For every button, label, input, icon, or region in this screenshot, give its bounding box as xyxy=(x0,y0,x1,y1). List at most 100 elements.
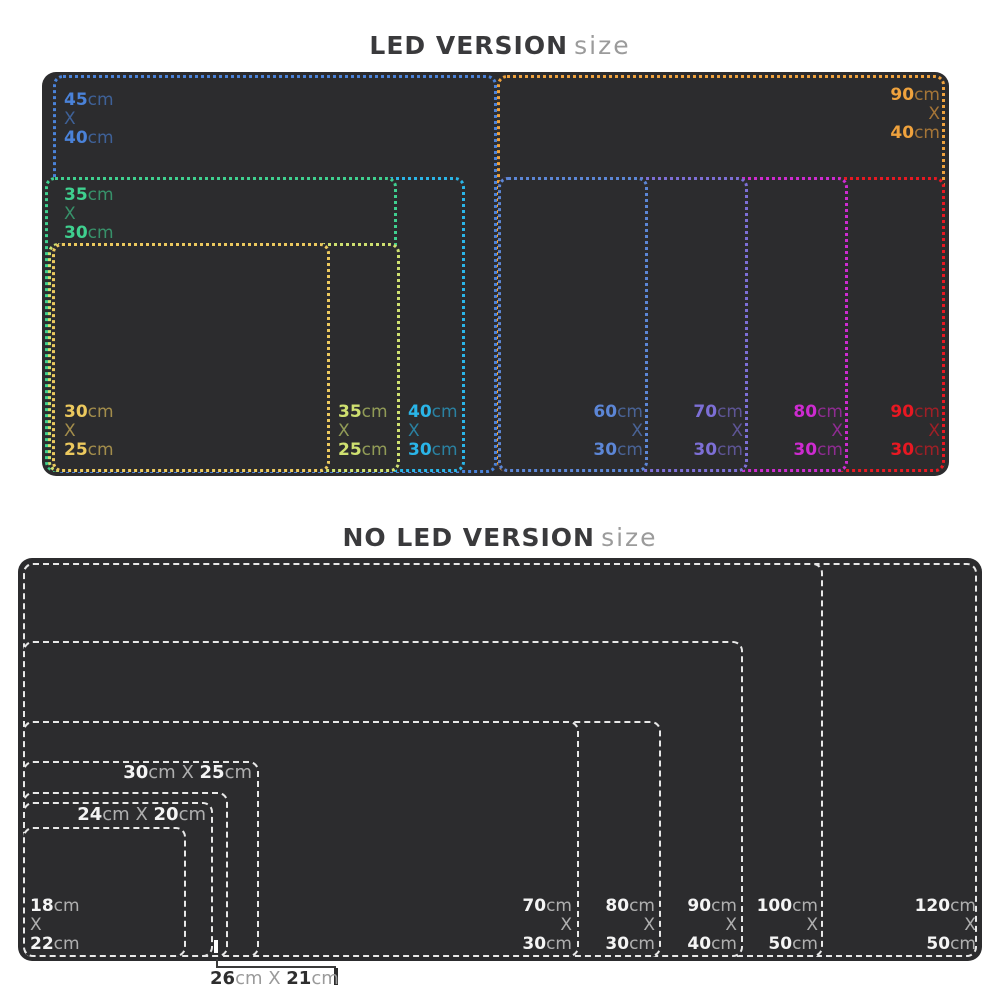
size-separator: X xyxy=(560,915,572,935)
size-separator: X xyxy=(964,915,976,935)
size-unit: cm xyxy=(629,896,655,916)
size-separator: X xyxy=(30,915,42,935)
led-pad-label-80x30: 80cm X 30cm xyxy=(755,403,843,460)
size-unit: cm xyxy=(224,762,252,783)
noled-pad-label-70x30: 70cm X 30cm xyxy=(490,897,572,954)
size-unit: cm xyxy=(546,934,572,954)
size-unit: cm xyxy=(361,402,388,422)
size-separator: X xyxy=(338,421,350,441)
size-number: 70 xyxy=(522,896,547,916)
size-number: 40 xyxy=(408,402,432,422)
size-number: 80 xyxy=(605,896,630,916)
size-unit: cm xyxy=(178,804,206,825)
noled-pad-label-120x50: 120cm X 50cm xyxy=(886,897,976,954)
footnote-tick-inner xyxy=(214,940,218,953)
size-unit: cm xyxy=(87,223,114,243)
size-unit: cm xyxy=(617,440,643,460)
led-title-bold: LED VERSION xyxy=(369,31,569,60)
size-number: 25 xyxy=(64,440,88,460)
size-unit: cm xyxy=(53,896,80,916)
led-pad-label-90x40: 90cm X 40cm xyxy=(852,86,940,143)
size-unit: cm xyxy=(617,402,643,422)
led-pad-label-70x30: 70cm X 30cm xyxy=(655,403,743,460)
size-number: 25 xyxy=(338,440,362,460)
noled-title-light: size xyxy=(601,523,658,552)
size-unit: cm xyxy=(817,440,843,460)
led-pad-60x30 xyxy=(498,177,648,472)
size-number: 90 xyxy=(890,85,915,105)
size-unit: cm xyxy=(431,402,458,422)
led-pad-label-90x30: 90cm X 30cm xyxy=(852,403,940,460)
size-unit: cm xyxy=(950,896,976,916)
size-number: 30 xyxy=(693,440,718,460)
led-title-light: size xyxy=(574,31,631,60)
size-unit: cm xyxy=(914,85,940,105)
size-unit: cm xyxy=(148,762,176,783)
size-unit: cm xyxy=(546,896,572,916)
size-unit: cm xyxy=(792,934,818,954)
size-unit: cm xyxy=(914,402,940,422)
size-number: 40 xyxy=(687,934,712,954)
size-unit: cm xyxy=(102,804,130,825)
size-unit: cm xyxy=(87,440,114,460)
size-number: 20 xyxy=(153,804,179,825)
size-separator: X xyxy=(831,421,843,441)
size-unit: cm xyxy=(629,934,655,954)
footnote-line-horizontal xyxy=(216,966,336,968)
size-unit: cm xyxy=(914,440,940,460)
size-separator: X xyxy=(731,421,743,441)
size-number: 35 xyxy=(338,402,362,422)
size-separator: X xyxy=(64,421,76,441)
noled-pad-label-80x30: 80cm X 30cm xyxy=(573,897,655,954)
size-number: 30 xyxy=(64,223,88,243)
size-unit: cm xyxy=(950,934,976,954)
size-number: 22 xyxy=(30,934,54,954)
size-unit: cm xyxy=(717,402,743,422)
size-unit: cm xyxy=(87,128,114,148)
led-pad-label-60x30: 60cm X 30cm xyxy=(555,403,643,460)
size-number: 100 xyxy=(756,896,793,916)
size-separator: X xyxy=(928,421,940,441)
size-number: 120 xyxy=(914,896,951,916)
size-number: 70 xyxy=(693,402,718,422)
led-pad-label-35x30: 35cm X 30cm xyxy=(64,186,114,243)
size-unit: cm xyxy=(914,123,940,143)
size-unit: cm xyxy=(53,934,80,954)
led-pad-label-40x30: 40cm X 30cm xyxy=(408,403,458,460)
size-number: 50 xyxy=(926,934,951,954)
led-pad-30x25 xyxy=(52,243,330,472)
footnote-size-label: 26cm X 21cm xyxy=(210,968,339,989)
size-separator: X xyxy=(408,421,420,441)
size-number: 45 xyxy=(64,90,88,110)
size-number: 35 xyxy=(64,185,88,205)
size-number: 30 xyxy=(123,762,149,783)
size-separator: X xyxy=(64,204,76,224)
noled-pad-label-90x40: 90cm X 40cm xyxy=(655,897,737,954)
size-unit: cm xyxy=(87,185,114,205)
noled-title-bold: NO LED VERSION xyxy=(342,523,595,552)
size-separator: X xyxy=(175,762,200,783)
size-number: 40 xyxy=(890,123,915,143)
size-unit: cm xyxy=(817,402,843,422)
size-number: 90 xyxy=(687,896,712,916)
led-pad-label-35x25: 35cm X 25cm xyxy=(338,403,388,460)
size-number: 30 xyxy=(605,934,630,954)
size-number: 18 xyxy=(30,896,54,916)
size-number: 30 xyxy=(522,934,547,954)
size-number: 30 xyxy=(890,440,915,460)
led-section-title: LED VERSION size xyxy=(0,31,1000,60)
footnote-line-vertical xyxy=(216,959,218,968)
size-number: 90 xyxy=(890,402,915,422)
size-number: 25 xyxy=(199,762,225,783)
size-number: 30 xyxy=(64,402,88,422)
size-separator: X xyxy=(129,804,154,825)
size-separator: X xyxy=(643,915,655,935)
size-unit: cm xyxy=(711,896,737,916)
size-separator: X xyxy=(631,421,643,441)
size-unit: cm xyxy=(361,440,388,460)
noled-pad-18x22 xyxy=(23,827,186,957)
led-pad-label-30x25: 30cm X 25cm xyxy=(64,403,114,460)
size-separator: X xyxy=(928,104,940,124)
size-unit: cm xyxy=(87,402,114,422)
